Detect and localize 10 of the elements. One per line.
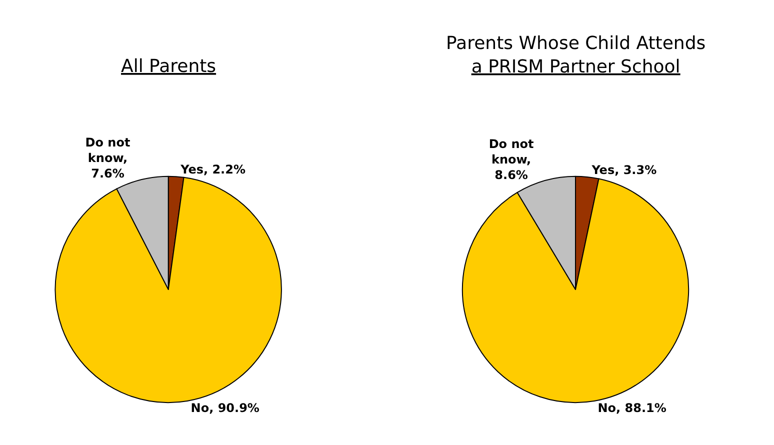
pie-slice — [54, 176, 282, 403]
slice-label: Yes, 2.2% — [180, 162, 246, 177]
slice-label: Yes, 3.3% — [590, 163, 657, 178]
slice-label: No, 90.9% — [190, 400, 260, 415]
pie-slice — [462, 178, 689, 404]
slice-label: No, 88.1% — [598, 400, 666, 415]
slice-label: Do not know, 7.6% — [85, 136, 130, 181]
chart-title: Parents Whose Child Attends a PRISM Partner School — [446, 33, 706, 78]
slice-label: Do not know, 8.6% — [488, 136, 534, 182]
chart-title: All Parents — [121, 56, 216, 77]
